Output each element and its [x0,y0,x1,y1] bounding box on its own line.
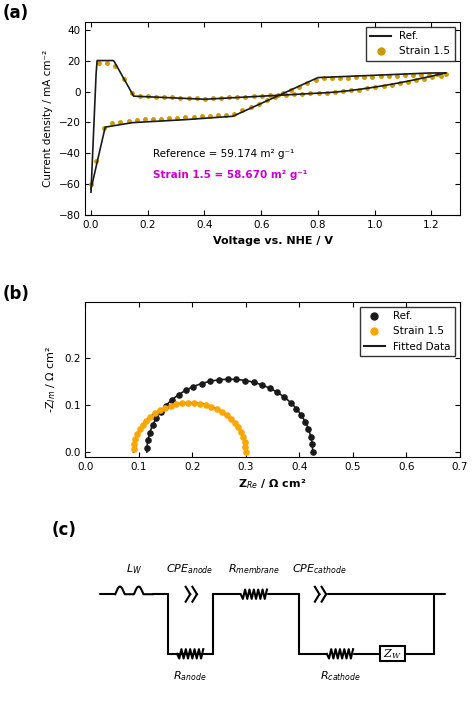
Text: $Z_W$: $Z_W$ [383,647,401,661]
Y-axis label: Current density / mA cm⁻²: Current density / mA cm⁻² [43,50,53,187]
Point [234,421,242,432]
Point [215,374,222,386]
Point [241,375,249,387]
Point [307,431,315,443]
Point [266,382,273,394]
Point [196,397,204,409]
Point [297,409,305,421]
Point [287,397,294,408]
Point [130,443,137,455]
Point [305,423,312,435]
Text: $CPE_{cathode}$: $CPE_{cathode}$ [292,563,346,577]
Point [190,381,197,392]
Point [191,397,198,408]
Point [239,431,247,443]
Text: $R_{anode}$: $R_{anode}$ [173,669,207,683]
Point [206,376,214,387]
Point [178,397,186,409]
Point [242,446,250,458]
Point [233,373,240,385]
Point [146,427,154,439]
Point [162,400,170,411]
Text: $CPE_{anode}$: $CPE_{anode}$ [166,563,214,577]
Point [130,438,138,450]
Point [250,376,257,388]
Text: Reference = 59.174 m² g⁻¹: Reference = 59.174 m² g⁻¹ [154,149,295,159]
Point [223,409,230,421]
Point [161,402,169,414]
Point [202,399,210,411]
Point [134,428,141,440]
Point [184,397,192,408]
Point [167,400,174,411]
Point [227,413,235,424]
Text: (b): (b) [3,285,30,303]
Bar [380,646,404,661]
X-axis label: Voltage vs. NHE / V: Voltage vs. NHE / V [212,236,333,246]
Point [301,416,309,428]
Point [218,405,226,417]
Text: (a): (a) [3,4,29,22]
Y-axis label: -Z$_{Im}$ / Ω cm²: -Z$_{Im}$ / Ω cm² [45,346,58,413]
Point [168,394,176,405]
Point [309,438,316,450]
Point [182,384,190,396]
Point [151,408,159,419]
Point [242,441,249,453]
Point [237,426,245,438]
Point [146,411,154,422]
Point [144,435,152,446]
Point [281,392,288,403]
Point [292,403,300,414]
Point [149,419,156,431]
Text: $R_{cathode}$: $R_{cathode}$ [319,669,360,683]
Legend: Ref., Strain 1.5: Ref., Strain 1.5 [366,27,455,60]
X-axis label: Z$_{Re}$ / Ω cm²: Z$_{Re}$ / Ω cm² [238,477,307,491]
Point [136,424,144,435]
Point [156,404,164,416]
Text: (c): (c) [52,521,76,539]
Point [208,401,215,413]
Text: $R_{membrane}$: $R_{membrane}$ [228,563,280,577]
Legend: Ref., Strain 1.5, Fitted Data: Ref., Strain 1.5, Fitted Data [360,307,455,356]
Point [152,413,160,424]
Point [173,398,180,410]
Text: Strain 1.5 = 58.670 m² g⁻¹: Strain 1.5 = 58.670 m² g⁻¹ [154,170,308,181]
Point [143,443,151,454]
Point [224,373,231,385]
Point [273,387,281,398]
Point [175,389,182,400]
Point [132,433,139,445]
Point [157,406,164,418]
Point [258,379,266,391]
Point [143,415,150,427]
Point [309,446,317,458]
Point [213,403,220,415]
Point [241,436,248,448]
Point [198,378,205,389]
Point [139,419,146,430]
Point [231,416,238,428]
Text: $L_W$: $L_W$ [126,563,142,577]
